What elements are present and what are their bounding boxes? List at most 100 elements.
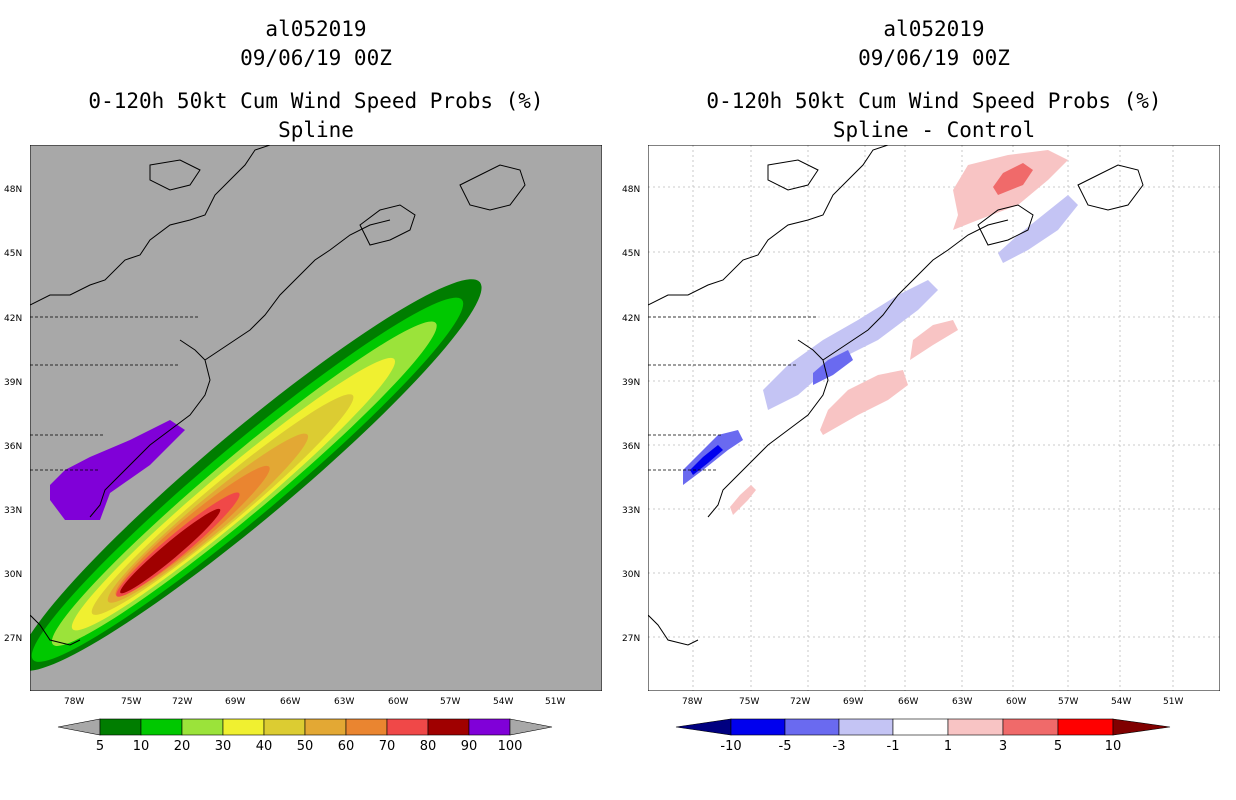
colorbar-cell — [1057, 718, 1114, 736]
negative-diff-coast-core — [690, 445, 723, 475]
lon-label: 69W — [843, 697, 863, 707]
colorbar-end-left — [675, 718, 732, 736]
colorbar-label: 30 — [215, 739, 232, 754]
right-lat-labels: 48N 45N 42N 39N 36N 33N 30N 27N — [622, 185, 640, 644]
positive-diff-area — [820, 370, 908, 435]
lon-label: 66W — [280, 697, 300, 707]
colorbar-cell — [1002, 718, 1059, 736]
lon-label: 60W — [388, 697, 408, 707]
difference-map-spline-minus-control — [648, 145, 1220, 691]
lon-label: 51W — [1163, 697, 1183, 707]
right-title: 0-120h 50kt Cum Wind Speed Probs (%) — [706, 89, 1162, 113]
swath-100 — [50, 420, 185, 520]
left-panel-header: al052019 09/06/19 00Z 0-120h 50kt Cum Wi… — [30, 15, 602, 145]
lat-label: 45N — [4, 249, 22, 259]
lon-label: 66W — [898, 697, 918, 707]
probability-swath — [30, 145, 526, 671]
colorbar-label: 20 — [174, 739, 191, 754]
lat-label: 36N — [4, 442, 22, 452]
left-lat-labels: 48N 45N 42N 39N 36N 33N 30N 27N — [4, 185, 22, 644]
negative-diff-area — [763, 280, 938, 410]
lon-label: 57W — [1058, 697, 1078, 707]
lon-label: 72W — [172, 697, 192, 707]
right-subtitle: Spline - Control — [832, 118, 1036, 142]
colorbar-label: 100 — [498, 739, 523, 754]
colorbar-cell — [263, 718, 306, 736]
lat-label: 36N — [622, 442, 640, 452]
colorbar-label: -1 — [887, 739, 900, 754]
lat-label: 30N — [622, 570, 640, 580]
lon-label: 57W — [440, 697, 460, 707]
lat-label: 39N — [622, 378, 640, 388]
lon-label: 54W — [493, 697, 513, 707]
colorbar-cell — [386, 718, 429, 736]
colorbar-label: 10 — [1105, 739, 1122, 754]
difference-fields — [683, 150, 1078, 515]
lon-label: 78W — [682, 697, 702, 707]
colorbar-label: 50 — [297, 739, 314, 754]
colorbar-cell — [468, 718, 511, 736]
lon-label: 75W — [121, 697, 141, 707]
lat-label: 42N — [622, 314, 640, 324]
right-colorbar: -10 -5 -3 -1 1 3 5 10 — [675, 718, 1171, 754]
colorbar-label: 90 — [461, 739, 478, 754]
colorbar-label: 70 — [379, 739, 396, 754]
lat-label: 33N — [622, 506, 640, 516]
colorbar-cell — [947, 718, 1004, 736]
colorbar-label: 3 — [999, 739, 1007, 754]
colorbar-label: -5 — [779, 739, 792, 754]
lat-label: 42N — [4, 314, 22, 324]
lon-label: 72W — [790, 697, 810, 707]
lon-label: 78W — [64, 697, 84, 707]
left-datetime: 09/06/19 00Z — [240, 46, 392, 70]
lon-label: 63W — [952, 697, 972, 707]
lat-label: 48N — [622, 185, 640, 195]
colorbar-cell — [181, 718, 224, 736]
colorbar-label: 5 — [96, 739, 104, 754]
colorbar-cell — [427, 718, 470, 736]
borders — [30, 316, 200, 471]
left-storm-id: al052019 — [265, 17, 367, 41]
coastlines — [648, 145, 1144, 646]
right-storm-id: al052019 — [883, 17, 985, 41]
colorbar-label: 80 — [420, 739, 437, 754]
colorbar-cell — [730, 718, 786, 736]
colorbar-cell — [140, 718, 183, 736]
lon-label: 63W — [334, 697, 354, 707]
lat-label: 45N — [622, 249, 640, 259]
lon-label: 51W — [545, 697, 565, 707]
positive-diff-small — [730, 485, 756, 515]
positive-diff-area-2 — [910, 320, 958, 360]
swath-80 — [120, 508, 221, 594]
right-datetime: 09/06/19 00Z — [858, 46, 1010, 70]
lat-label: 27N — [4, 634, 22, 644]
lon-label: 54W — [1111, 697, 1131, 707]
positive-diff-north-core — [993, 163, 1033, 195]
map-background — [648, 145, 1220, 691]
right-lon-labels: 78W 75W 72W 69W 66W 63W 60W 57W 54W 51W — [682, 697, 1183, 707]
left-subtitle: Spline — [278, 118, 354, 142]
gridlines — [648, 145, 1220, 691]
colorbar-cell — [304, 718, 347, 736]
colorbar-label: -10 — [720, 739, 741, 754]
lat-label: 30N — [4, 570, 22, 580]
colorbar-cell — [838, 718, 894, 736]
colorbar-end-left — [57, 718, 101, 736]
colorbar-end-right — [1112, 718, 1171, 736]
negative-diff-north — [998, 195, 1078, 263]
lon-label: 60W — [1006, 697, 1026, 707]
right-panel-header: al052019 09/06/19 00Z 0-120h 50kt Cum Wi… — [648, 15, 1220, 145]
left-lon-labels: 78W 75W 72W 69W 66W 63W 60W 57W 54W 51W — [64, 697, 565, 707]
lat-label: 48N — [4, 185, 22, 195]
borders — [648, 316, 818, 471]
lon-label: 69W — [225, 697, 245, 707]
negative-diff-core — [813, 350, 853, 385]
colorbar-label: 5 — [1054, 739, 1062, 754]
left-colorbar: 5 10 20 30 40 50 60 70 80 90 100 — [57, 718, 553, 754]
lat-label: 39N — [4, 378, 22, 388]
colorbar-label: -3 — [833, 739, 846, 754]
lon-label: 75W — [739, 697, 759, 707]
colorbar-label: 1 — [944, 739, 952, 754]
colorbar-label: 10 — [133, 739, 150, 754]
colorbar-cell — [784, 718, 840, 736]
